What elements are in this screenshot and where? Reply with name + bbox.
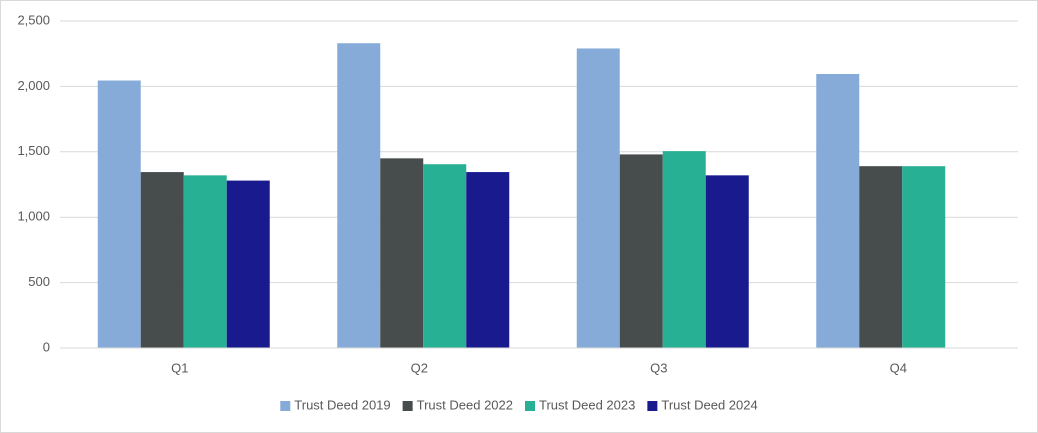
bar	[337, 43, 381, 349]
bar	[183, 175, 227, 348]
y-tick-label: 2,500	[17, 12, 50, 27]
bar	[816, 73, 860, 348]
legend-swatch	[402, 401, 413, 411]
y-tick-label: 1,500	[17, 143, 50, 158]
y-tick-label: 2,000	[17, 78, 50, 93]
legend-label: Trust Deed 2019	[294, 397, 390, 412]
x-tick-label: Q3	[650, 360, 667, 375]
y-tick-label: 0	[43, 339, 50, 354]
legend-label: Trust Deed 2022	[417, 397, 513, 412]
x-tick-label: Q4	[890, 360, 907, 375]
bar	[140, 172, 184, 348]
legend-swatch	[525, 401, 535, 411]
legend-swatch	[647, 401, 658, 411]
bar	[619, 154, 663, 348]
legend-label: Trust Deed 2024	[661, 397, 757, 412]
bar	[423, 164, 467, 348]
x-tick-label: Q1	[171, 360, 188, 375]
y-tick-label: 500	[28, 274, 50, 289]
bar	[97, 80, 141, 348]
legend-swatch	[280, 401, 291, 411]
bar	[226, 180, 270, 348]
legend-label: Trust Deed 2023	[539, 397, 635, 412]
bar	[705, 175, 749, 348]
bar	[576, 48, 620, 349]
bar	[466, 172, 510, 348]
bar	[380, 158, 424, 348]
x-tick-label: Q2	[411, 360, 428, 375]
bar	[662, 151, 706, 348]
y-tick-label: 1,000	[17, 209, 50, 224]
bar	[859, 166, 903, 348]
bar	[902, 166, 946, 348]
